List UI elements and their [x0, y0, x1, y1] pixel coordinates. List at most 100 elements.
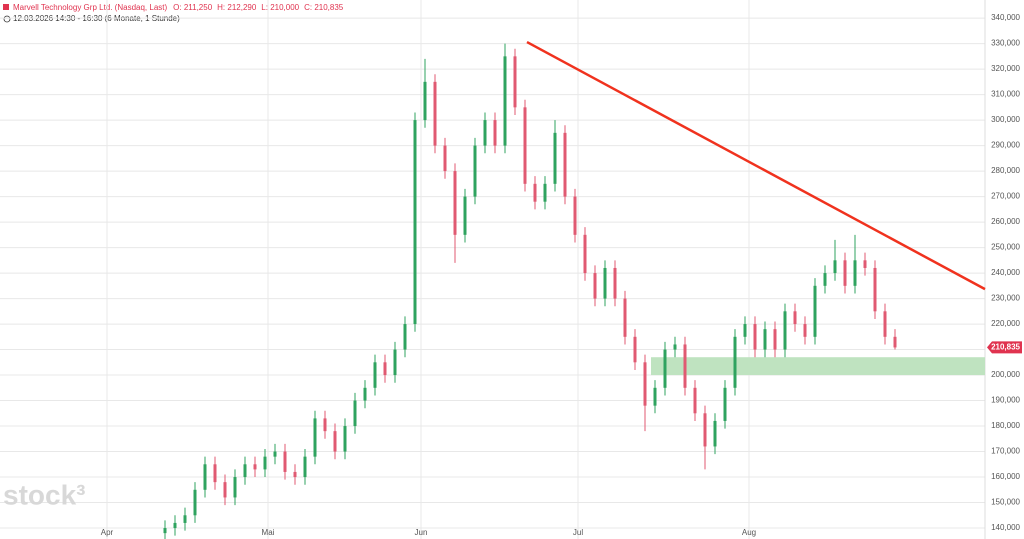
- candle-body: [233, 477, 237, 498]
- candle-body: [823, 273, 827, 286]
- candle-body: [863, 260, 867, 268]
- header-stat: L: 210,000: [261, 3, 299, 12]
- candle-body: [403, 324, 407, 350]
- candle-body: [583, 234, 587, 274]
- trendline: [526, 40, 986, 291]
- x-tick-label: Mai: [262, 528, 275, 537]
- y-tick-label: 280,000: [991, 166, 1020, 175]
- candle-body: [203, 464, 207, 490]
- candle-body: [213, 464, 217, 483]
- candle-body: [843, 260, 847, 286]
- x-tick-label: Aug: [742, 528, 756, 537]
- candle-body: [483, 120, 487, 146]
- candle-body: [393, 349, 397, 376]
- candle-body: [603, 267, 607, 299]
- chart-title: Marvell Technology Grp Ltd. (Nasdaq, Las…: [13, 3, 167, 12]
- candle-body: [673, 344, 677, 350]
- candle-body: [893, 336, 897, 348]
- x-tick-label: Jun: [415, 528, 428, 537]
- candle-body: [193, 489, 197, 516]
- last-price-label: 210,835: [991, 343, 1020, 352]
- candle-body: [303, 456, 307, 478]
- candle-body: [343, 426, 347, 452]
- candle-body: [853, 260, 857, 286]
- y-tick-label: 260,000: [991, 217, 1020, 226]
- candle-body: [753, 324, 757, 350]
- x-tick-label: Apr: [101, 528, 114, 537]
- grid: [0, 0, 985, 539]
- y-tick-label: 190,000: [991, 396, 1020, 405]
- candle-body: [373, 362, 377, 388]
- y-tick-label: 300,000: [991, 115, 1020, 124]
- candle-body: [763, 329, 767, 350]
- y-tick-label: 150,000: [991, 498, 1020, 507]
- y-tick-label: 250,000: [991, 243, 1020, 252]
- candle-body: [593, 273, 597, 299]
- candle-body: [743, 324, 747, 337]
- y-tick-label: 220,000: [991, 319, 1020, 328]
- subtitle: 12.03.2026 14:30 - 16:30 (6 Monate, 1 St…: [13, 14, 180, 23]
- candle-body: [183, 515, 187, 523]
- candle-body: [873, 267, 877, 312]
- y-tick-label: 170,000: [991, 447, 1020, 456]
- candle-body: [443, 145, 447, 172]
- y-tick-label: 320,000: [991, 64, 1020, 73]
- candle-body: [693, 387, 697, 414]
- candle-body: [573, 196, 577, 235]
- candle-body: [683, 344, 687, 388]
- candle-body: [353, 400, 357, 427]
- candle-body: [173, 522, 177, 529]
- watermark: stock³: [3, 479, 85, 510]
- clock-icon: [3, 15, 11, 23]
- y-tick-label: 340,000: [991, 13, 1020, 22]
- candle-body: [773, 329, 777, 350]
- candle-body: [323, 418, 327, 432]
- y-tick-label: 200,000: [991, 370, 1020, 379]
- candle-body: [633, 336, 637, 363]
- candle-body: [793, 311, 797, 325]
- header-stat: O: 211,250: [173, 3, 213, 12]
- candle-body: [703, 413, 707, 447]
- candle-body: [413, 120, 417, 325]
- y-tick-label: 160,000: [991, 472, 1020, 481]
- candle-body: [273, 451, 277, 457]
- candle-body: [883, 311, 887, 337]
- candle-body: [473, 145, 477, 197]
- candle-body: [613, 267, 617, 299]
- candle-body: [783, 311, 787, 350]
- candle-body: [663, 349, 667, 388]
- header-stat: C: 210,835: [304, 3, 344, 12]
- candle-body: [533, 183, 537, 202]
- candle-body: [363, 387, 367, 401]
- candle-body: [423, 81, 427, 121]
- y-tick-label: 330,000: [991, 39, 1020, 48]
- candle-body: [513, 56, 517, 108]
- candle-body: [523, 107, 527, 184]
- y-tick-label: 240,000: [991, 268, 1020, 277]
- candle-body: [263, 456, 267, 470]
- candle-body: [283, 451, 287, 472]
- candle-body: [313, 418, 317, 457]
- candle-body: [713, 420, 717, 447]
- y-tick-label: 180,000: [991, 421, 1020, 430]
- candle-body: [733, 336, 737, 388]
- support-zone: [651, 357, 985, 376]
- candle-body: [333, 431, 337, 452]
- candle-body: [723, 387, 727, 421]
- candle-body: [813, 285, 817, 337]
- y-tick-label: 230,000: [991, 294, 1020, 303]
- candle-body: [493, 120, 497, 146]
- candle-body: [833, 260, 837, 274]
- last-price-badge: [987, 341, 1022, 354]
- title-icon: [3, 4, 9, 10]
- candle-body: [643, 362, 647, 406]
- header-stat: H: 212,290: [217, 3, 257, 12]
- x-tick-label: Jul: [573, 528, 583, 537]
- y-tick-label: 270,000: [991, 192, 1020, 201]
- candle-body: [163, 528, 167, 534]
- candle-body: [803, 324, 807, 337]
- candle-body: [243, 464, 247, 478]
- candle-body: [553, 132, 557, 184]
- candle-body: [383, 362, 387, 376]
